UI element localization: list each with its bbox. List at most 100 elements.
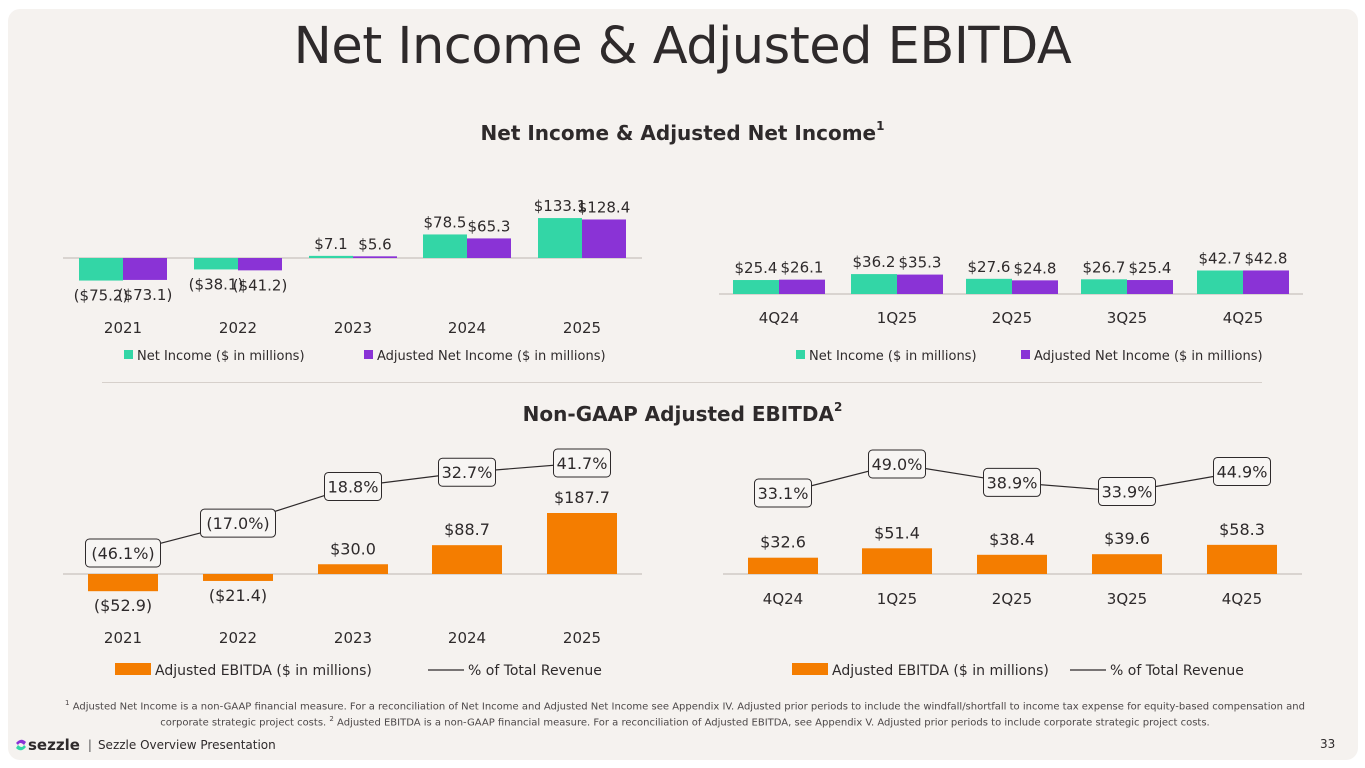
chart2-legend-swatch-1 xyxy=(1021,350,1030,359)
footnote-1-marker: 1 xyxy=(65,699,70,707)
chart4-pct-box-4Q25 xyxy=(1213,456,1271,486)
chart3-bar-ebitda-2023 xyxy=(318,564,388,574)
chart2-bar-adj-net-income-3Q25 xyxy=(1127,280,1173,294)
chart3-category-2022: 2022 xyxy=(219,629,257,647)
chart2-category-3Q25: 3Q25 xyxy=(1107,309,1147,327)
sezzle-logo-icon xyxy=(16,739,26,751)
chart2-label-adj-net-income-3Q25: $25.4 xyxy=(1129,259,1172,277)
chart3-pct-label-2021: (46.1%) xyxy=(91,544,154,563)
chart1-label-net-income-2024: $78.5 xyxy=(424,213,467,231)
chart4-legend-label-ebitda: Adjusted EBITDA ($ in millions) xyxy=(832,663,1049,679)
chart3-label-ebitda-2022: ($21.4) xyxy=(209,586,267,605)
chart1-label-adj-net-income-2021: ($73.1) xyxy=(118,286,173,304)
chart4-label-ebitda-4Q24: $32.6 xyxy=(760,533,806,552)
chart2-category-4Q24: 4Q24 xyxy=(759,309,799,327)
chart1-category-2021: 2021 xyxy=(104,319,142,337)
footnote-ref-1: 1 xyxy=(876,119,885,134)
chart4-pct-box-1Q25 xyxy=(868,449,926,479)
footnote: 1 Adjusted Net Income is a non-GAAP fina… xyxy=(60,697,1310,730)
chart4-pct-box-2Q25 xyxy=(983,467,1041,497)
chart1-bar-net-income-2025 xyxy=(538,218,582,258)
chart2-label-net-income-4Q25: $42.7 xyxy=(1199,250,1242,268)
chart1-bar-net-income-2024 xyxy=(423,234,467,258)
chart4-pct-label-2Q25: 38.9% xyxy=(987,473,1038,492)
chart4-bar-ebitda-2Q25 xyxy=(977,554,1047,574)
chart2-label-adj-net-income-2Q25: $24.8 xyxy=(1014,259,1057,277)
chart2-bar-adj-net-income-4Q24 xyxy=(779,279,825,294)
chart2-label-net-income-4Q24: $25.4 xyxy=(735,259,778,277)
chart4-pct-label-1Q25: 49.0% xyxy=(872,455,923,474)
chart3-legend-swatch-ebitda xyxy=(115,663,151,675)
chart2-bar-net-income-4Q24 xyxy=(733,280,779,294)
chart3-label-ebitda-2024: $88.7 xyxy=(444,520,490,539)
chart2-bar-adj-net-income-4Q25 xyxy=(1243,270,1289,294)
chart3-pct-box-2022 xyxy=(200,508,276,538)
chart3-label-ebitda-2021: ($52.9) xyxy=(94,596,152,615)
chart3-category-2025: 2025 xyxy=(563,629,601,647)
sezzle-logo-text: sezzle xyxy=(28,736,80,754)
chart4-bar-ebitda-4Q24 xyxy=(748,557,818,574)
chart1-bar-adj-net-income-2022 xyxy=(238,258,282,271)
chart2-category-1Q25: 1Q25 xyxy=(877,309,917,327)
chart3-pct-label-2025: 41.7% xyxy=(557,454,608,473)
chart3-pct-box-2025 xyxy=(553,448,611,478)
footnote-ref-2: 2 xyxy=(833,400,843,415)
chart1-legend-label-0: Net Income ($ in millions) xyxy=(137,349,305,364)
chart1-bar-adj-net-income-2025 xyxy=(582,219,626,258)
chart4-bar-ebitda-1Q25 xyxy=(862,548,932,574)
chart4-bar-ebitda-3Q25 xyxy=(1092,554,1162,574)
chart2-legend-label-1: Adjusted Net Income ($ in millions) xyxy=(1034,349,1263,364)
chart1-label-adj-net-income-2023: $5.6 xyxy=(358,235,391,253)
chart2-legend-label-0: Net Income ($ in millions) xyxy=(809,349,977,364)
chart1-label-net-income-2023: $7.1 xyxy=(314,235,347,253)
chart4-pct-label-4Q24: 33.1% xyxy=(758,484,809,503)
chart3-pct-label-2024: 32.7% xyxy=(442,463,493,482)
footnote-2-marker: 2 xyxy=(329,715,334,724)
chart2-category-4Q25: 4Q25 xyxy=(1223,309,1263,327)
chart4-pct-box-4Q24 xyxy=(754,478,812,508)
chart1-bar-adj-net-income-2024 xyxy=(467,238,511,258)
chart3-bar-ebitda-2025 xyxy=(547,512,617,574)
brand-separator: | xyxy=(87,738,92,752)
section-title-ebitda-text: Non-GAAP Adjusted EBITDA xyxy=(522,402,834,426)
chart1-bar-adj-net-income-2023 xyxy=(353,256,397,258)
chart3-category-2021: 2021 xyxy=(104,629,142,647)
chart1-label-net-income-2021: ($75.2) xyxy=(74,287,129,305)
chart2-label-net-income-2Q25: $27.6 xyxy=(968,258,1011,276)
chart3-pct-label-2023: 18.8% xyxy=(328,477,379,496)
chart2-bar-net-income-1Q25 xyxy=(851,274,897,294)
section-title-net-income: Net Income & Adjusted Net Income1 xyxy=(0,119,1365,145)
chart4-pct-box-3Q25 xyxy=(1098,477,1156,507)
chart4-category-1Q25: 1Q25 xyxy=(877,590,917,608)
footnote-2-text: Adjusted EBITDA is a non-GAAP financial … xyxy=(337,717,1210,729)
chart1-legend-swatch-0 xyxy=(124,350,133,359)
chart2-bar-net-income-2Q25 xyxy=(966,278,1012,294)
chart4-bar-ebitda-4Q25 xyxy=(1207,544,1277,574)
chart3-bar-ebitda-2024 xyxy=(432,545,502,574)
chart2-bar-net-income-4Q25 xyxy=(1197,270,1243,294)
chart3-pct-box-2021 xyxy=(85,538,161,568)
chart4-category-3Q25: 3Q25 xyxy=(1107,590,1147,608)
chart4-category-4Q25: 4Q25 xyxy=(1222,590,1262,608)
chart4-pct-label-3Q25: 33.9% xyxy=(1102,483,1153,502)
chart3-legend-label-ebitda: Adjusted EBITDA ($ in millions) xyxy=(155,663,372,679)
chart2-label-net-income-3Q25: $26.7 xyxy=(1083,258,1126,276)
section-title-net-income-text: Net Income & Adjusted Net Income xyxy=(480,121,877,145)
chart1-legend-swatch-1 xyxy=(364,350,373,359)
chart2-bar-adj-net-income-1Q25 xyxy=(897,274,943,294)
section-title-ebitda: Non-GAAP Adjusted EBITDA2 xyxy=(0,400,1365,426)
chart1-bar-net-income-2022 xyxy=(194,258,238,270)
chart2-label-adj-net-income-1Q25: $35.3 xyxy=(899,254,942,272)
chart2-bar-adj-net-income-2Q25 xyxy=(1012,280,1058,294)
chart4-legend-swatch-ebitda xyxy=(792,663,828,675)
chart1-category-2025: 2025 xyxy=(563,319,601,337)
chart4-label-ebitda-1Q25: $51.4 xyxy=(874,523,920,542)
chart3-label-ebitda-2025: $187.7 xyxy=(554,488,610,507)
presentation-name: Sezzle Overview Presentation xyxy=(97,738,276,752)
chart1-label-net-income-2025: $133.1 xyxy=(534,197,587,215)
footnote-1-text: Adjusted Net Income is a non-GAAP financ… xyxy=(72,701,1305,729)
chart4-category-4Q24: 4Q24 xyxy=(763,590,803,608)
sezzle-logo: sezzle xyxy=(14,736,80,754)
chart1-bar-adj-net-income-2021 xyxy=(123,258,167,280)
